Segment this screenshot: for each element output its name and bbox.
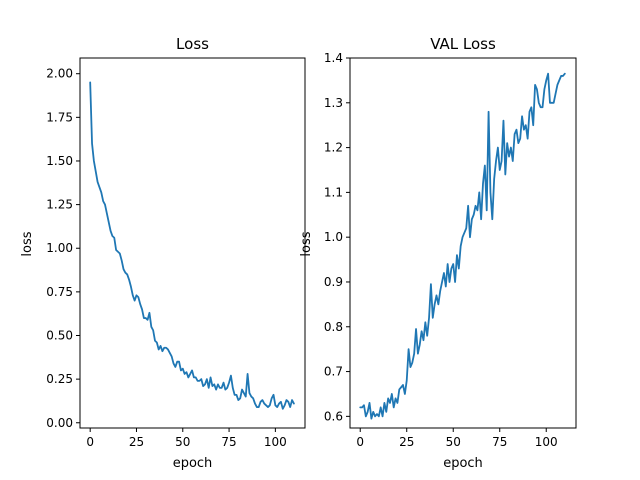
- val-loss-y-tick-label: 0.9: [324, 275, 343, 289]
- val-loss-chart-title: VAL Loss: [430, 35, 496, 53]
- val-loss-y-tick-label: 1.1: [324, 185, 343, 199]
- loss-x-axis-label: epoch: [173, 456, 213, 471]
- loss-y-tick-label: 0.50: [46, 329, 73, 343]
- loss-y-tick-label: 1.75: [46, 110, 73, 124]
- loss-axes-frame: [79, 57, 306, 429]
- val-loss-x-tick-label: 0: [356, 435, 364, 449]
- loss-plot-area: 0 25 50 75 100 0.00 0.25 0.50 0.75 1.00 1.25 1.50 1.…: [46, 57, 306, 449]
- val-loss-y-tick-label: 1.4: [324, 51, 343, 65]
- val-loss-panel: VAL Loss 0 25 50 75 100 0.6 0.7 0.8 0.9 1.0 1.1 1.2…: [299, 35, 577, 471]
- val-loss-axes-frame: [349, 57, 577, 429]
- val-loss-y-tick-label: 1.3: [324, 96, 343, 110]
- loss-panel: Loss 0 25 50 75 100 0.00 0.25 0.50 0.75 1.00 1.25 1…: [20, 35, 306, 471]
- val-loss-y-tick-label: 0.8: [324, 320, 343, 334]
- loss-x-tick-label: 50: [175, 435, 190, 449]
- loss-series-line: [89, 81, 295, 410]
- loss-x-tick-label: 25: [129, 435, 144, 449]
- loss-y-tick-label: 1.00: [46, 241, 73, 255]
- loss-y-tick-label: 0.25: [46, 372, 73, 386]
- val-loss-x-tick-label: 50: [446, 435, 461, 449]
- loss-x-tick-label: 100: [264, 435, 287, 449]
- val-loss-x-tick-label: 100: [535, 435, 558, 449]
- val-loss-series-line: [359, 72, 566, 420]
- val-loss-y-tick-label: 1.0: [324, 230, 343, 244]
- loss-x-tick-label: 75: [221, 435, 236, 449]
- loss-x-tick-label: 0: [86, 435, 94, 449]
- loss-y-tick-label: 1.25: [46, 198, 73, 212]
- val-loss-x-tick-label: 75: [492, 435, 507, 449]
- loss-chart-title: Loss: [176, 35, 209, 53]
- val-loss-y-tick-label: 0.7: [324, 365, 343, 379]
- loss-y-tick-label: 0.00: [46, 416, 73, 430]
- val-loss-plot-area: 0 25 50 75 100 0.6 0.7 0.8 0.9 1.0 1.1 1.2 1.3 1.4: [324, 51, 577, 449]
- val-loss-y-axis-label: loss: [299, 231, 314, 256]
- val-loss-y-tick-label: 0.6: [324, 409, 343, 423]
- val-loss-y-tick-label: 1.2: [324, 141, 343, 155]
- loss-y-axis-label: loss: [20, 231, 35, 256]
- loss-y-tick-label: 2.00: [46, 67, 73, 81]
- loss-y-tick-label: 1.50: [46, 154, 73, 168]
- val-loss-x-axis-label: epoch: [443, 456, 483, 471]
- loss-y-tick-label: 0.75: [46, 285, 73, 299]
- val-loss-x-tick-label: 25: [399, 435, 414, 449]
